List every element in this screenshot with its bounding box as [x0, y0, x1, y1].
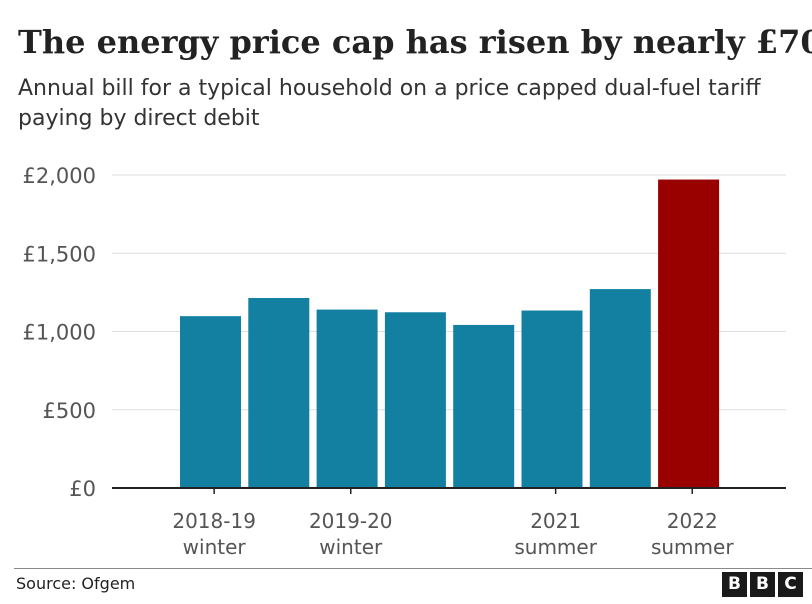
y-tick-label: £1,000	[23, 321, 96, 345]
bar	[453, 324, 515, 488]
logo-letter: C	[778, 572, 803, 597]
chart-subtitle: Annual bill for a typical household on a…	[18, 76, 761, 131]
footer-divider	[14, 568, 812, 569]
bbc-logo: B B C	[722, 572, 803, 597]
bar	[658, 179, 720, 488]
x-tick-label: 2018-19	[172, 509, 256, 533]
x-tick-label: 2022	[667, 509, 718, 533]
source-note: Source: Ofgem	[16, 574, 136, 593]
y-tick-label: £2,000	[23, 164, 96, 188]
x-tick-label: summer	[651, 535, 734, 559]
logo-letter: B	[750, 572, 775, 597]
bar-chart: £0£500£1,000£1,500£2,0002018-19winter201…	[23, 164, 786, 559]
logo-letter: B	[722, 572, 747, 597]
chart-title: The energy price cap has risen by nearly…	[18, 23, 812, 61]
bar	[521, 310, 583, 488]
bar	[384, 312, 446, 488]
x-tick-label: winter	[319, 535, 383, 559]
y-tick-label: £500	[43, 399, 96, 423]
x-tick-label: 2021	[530, 509, 581, 533]
y-tick-label: £1,500	[23, 242, 96, 266]
x-tick-label: summer	[514, 535, 597, 559]
bar	[589, 289, 651, 488]
x-tick-label: 2019-20	[309, 509, 393, 533]
bar	[316, 309, 378, 488]
x-tick-label: winter	[183, 535, 247, 559]
bar	[180, 316, 241, 488]
bar	[248, 298, 310, 488]
y-tick-label: £0	[69, 477, 96, 501]
